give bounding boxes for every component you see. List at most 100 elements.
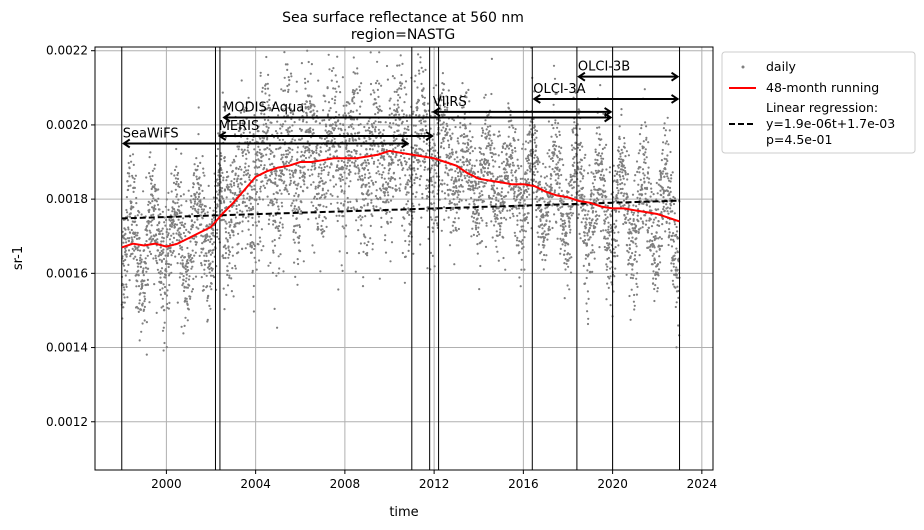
daily-point <box>275 174 278 177</box>
daily-point <box>434 100 437 103</box>
daily-point <box>252 133 255 136</box>
daily-point <box>592 224 595 227</box>
daily-point <box>511 161 514 164</box>
daily-point <box>460 199 463 202</box>
daily-point <box>169 246 172 249</box>
daily-point <box>462 163 465 166</box>
daily-point <box>134 255 137 258</box>
daily-point <box>375 172 378 175</box>
daily-point <box>306 186 309 189</box>
daily-point <box>580 167 583 171</box>
daily-point <box>568 257 571 260</box>
daily-point <box>336 164 339 167</box>
daily-point <box>297 182 300 185</box>
daily-point <box>631 223 634 226</box>
daily-point <box>329 179 332 182</box>
daily-point <box>293 180 296 183</box>
daily-point <box>141 271 144 274</box>
daily-point <box>134 220 137 223</box>
daily-point <box>436 192 439 195</box>
daily-point <box>507 107 511 110</box>
daily-point <box>180 204 183 207</box>
daily-point <box>606 265 609 268</box>
daily-point <box>315 151 318 154</box>
daily-point <box>492 207 495 211</box>
daily-point <box>248 209 251 212</box>
daily-point <box>333 99 337 102</box>
daily-point <box>141 302 144 305</box>
daily-point <box>472 189 475 192</box>
daily-point <box>392 122 395 125</box>
daily-point <box>617 244 620 247</box>
daily-point <box>604 213 607 216</box>
daily-point <box>184 280 187 283</box>
daily-point <box>393 77 396 80</box>
daily-point <box>293 139 297 142</box>
daily-point <box>165 218 168 222</box>
daily-point <box>545 254 548 257</box>
daily-point <box>275 198 278 201</box>
daily-point <box>450 168 453 171</box>
daily-point <box>632 213 635 216</box>
daily-point <box>282 89 285 92</box>
daily-point <box>125 255 128 258</box>
daily-point <box>443 192 446 195</box>
daily-point <box>288 130 291 133</box>
daily-point <box>652 235 655 239</box>
daily-point <box>261 198 265 201</box>
daily-point <box>211 243 214 246</box>
daily-point <box>343 112 346 115</box>
daily-point <box>190 194 193 198</box>
daily-point <box>525 188 528 192</box>
daily-point <box>195 226 198 229</box>
daily-point <box>506 145 509 148</box>
daily-point <box>578 194 581 197</box>
daily-point <box>161 227 164 230</box>
daily-point <box>209 253 212 256</box>
daily-point <box>457 142 460 145</box>
daily-point <box>510 187 513 190</box>
daily-point <box>442 147 445 150</box>
daily-point <box>186 286 189 289</box>
daily-point <box>213 276 216 279</box>
daily-point <box>234 267 237 270</box>
daily-point <box>473 172 477 175</box>
daily-point <box>306 140 309 143</box>
daily-point <box>290 75 293 78</box>
daily-point <box>397 144 400 147</box>
daily-point <box>556 166 559 169</box>
daily-point <box>346 251 349 255</box>
daily-point <box>353 89 356 92</box>
daily-point <box>498 233 501 236</box>
daily-point <box>237 145 241 148</box>
daily-point <box>306 80 310 83</box>
daily-point <box>530 168 533 171</box>
daily-point <box>373 160 376 163</box>
daily-point <box>145 270 148 273</box>
daily-point <box>446 131 449 134</box>
daily-point <box>558 157 562 161</box>
daily-point <box>496 176 499 179</box>
daily-point <box>242 174 245 177</box>
daily-point <box>525 172 528 175</box>
daily-point <box>260 112 263 115</box>
daily-point <box>247 228 250 231</box>
daily-point <box>597 152 601 155</box>
daily-point <box>147 222 150 225</box>
daily-point <box>136 231 139 234</box>
daily-point <box>493 209 496 212</box>
daily-point <box>483 160 486 163</box>
daily-point <box>521 239 524 242</box>
daily-point <box>253 247 256 251</box>
daily-point <box>345 147 348 150</box>
daily-point <box>458 198 461 201</box>
daily-point <box>167 191 170 194</box>
daily-point <box>535 144 538 147</box>
daily-point <box>559 237 562 240</box>
daily-point <box>382 148 386 151</box>
daily-point <box>227 188 230 191</box>
daily-point <box>273 238 276 242</box>
daily-point <box>648 177 651 180</box>
daily-point <box>204 239 208 242</box>
daily-point <box>471 180 474 183</box>
